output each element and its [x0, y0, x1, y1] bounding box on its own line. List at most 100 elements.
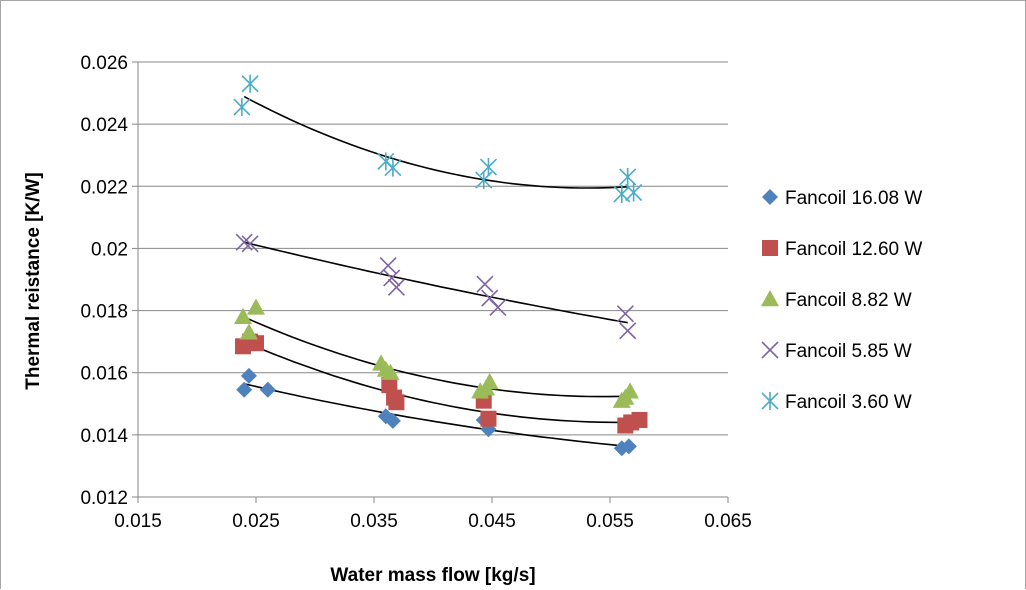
triangle-marker: [621, 382, 640, 399]
data-point-series-2: [480, 410, 497, 427]
data-point-series-1: [384, 412, 401, 429]
legend-item: Fancoil 3.60 W: [761, 392, 912, 413]
x-marker-stroke: [481, 289, 499, 307]
square-marker: [631, 411, 648, 428]
square-marker: [762, 240, 778, 256]
legend-marker: [762, 189, 778, 205]
x-tick-label: 0.025: [232, 511, 280, 532]
data-point-series-3: [239, 323, 258, 340]
data-point-series-3: [621, 382, 640, 399]
data-point-series-2: [388, 394, 405, 411]
legend-item: Fancoil 16.08 W: [762, 188, 922, 209]
data-point-series-1: [620, 438, 637, 455]
legend-marker: [761, 341, 779, 359]
legend-item: Fancoil 8.82 W: [761, 290, 912, 311]
triangle-marker: [239, 323, 258, 340]
triangle-marker: [234, 307, 253, 324]
diamond-marker: [762, 189, 778, 205]
y-tick-label: 0.016: [80, 364, 128, 385]
x-axis-title: Water mass flow [kg/s]: [330, 565, 535, 586]
data-point-series-3: [381, 363, 400, 380]
data-points: [233, 74, 648, 457]
data-point-series-3: [234, 307, 253, 324]
y-axis-title: Thermal reistance [K/W]: [23, 172, 44, 390]
legend-label: Fancoil 3.60 W: [785, 392, 912, 413]
legend-item: Fancoil 12.60 W: [762, 239, 922, 260]
legend-label: Fancoil 5.85 W: [785, 341, 912, 362]
x-marker-stroke: [379, 256, 397, 275]
trendline-series-5: [243, 95, 628, 189]
data-point-series-1: [236, 381, 253, 398]
legend: Fancoil 16.08 W Fancoil 12.60 W Fancoil 8.…: [761, 188, 922, 413]
x-marker-stroke: [241, 235, 259, 253]
legend-marker: [762, 240, 778, 256]
diamond-marker: [384, 412, 401, 429]
triangle-marker: [480, 373, 499, 390]
legend-label: Fancoil 16.08 W: [785, 188, 922, 209]
x-marker-stroke: [383, 269, 401, 287]
data-point-series-4: [616, 305, 634, 323]
axes: [132, 61, 729, 503]
trendline-series-4: [244, 241, 628, 324]
data-point-series-4: [489, 298, 507, 317]
diamond-marker: [620, 438, 637, 455]
y-tick-label: 0.012: [80, 488, 128, 509]
data-point-series-4: [387, 278, 405, 296]
x-marker-stroke: [761, 341, 779, 359]
y-tick-label: 0.02: [91, 239, 128, 260]
x-tick-label: 0.015: [114, 511, 162, 532]
data-point-series-4: [379, 256, 397, 275]
x-tick-label: 0.065: [704, 511, 752, 532]
data-point-series-5: [479, 158, 498, 177]
y-tick-label: 0.024: [80, 115, 128, 136]
square-marker: [381, 377, 398, 394]
tick-labels: 0.012 0.014 0.016 0.018 0.02 0.022 0.024 0.026 0…: [80, 53, 751, 532]
data-point-series-1: [259, 381, 276, 398]
trendline-series-1: [244, 383, 628, 448]
square-marker: [480, 410, 497, 427]
data-point-series-5: [625, 183, 643, 202]
legend-item: Fancoil 5.85 W: [761, 341, 912, 362]
legend-label: Fancoil 12.60 W: [785, 239, 922, 260]
y-tick-label: 0.018: [80, 302, 128, 323]
x-tick-label: 0.045: [468, 511, 516, 532]
x-tick-label: 0.035: [350, 511, 398, 532]
data-point-series-5: [241, 74, 259, 93]
x-marker-stroke: [489, 298, 507, 317]
data-point-series-4: [476, 275, 494, 293]
x-marker-stroke: [387, 278, 405, 296]
data-point-series-5: [613, 185, 631, 204]
data-point-series-4: [241, 235, 259, 253]
data-point-series-3: [480, 373, 499, 390]
data-point-series-5: [233, 98, 251, 117]
data-point-series-2: [631, 411, 648, 428]
y-tick-label: 0.022: [80, 177, 128, 198]
x-marker-stroke: [619, 322, 637, 340]
triangle-marker: [381, 363, 400, 380]
legend-marker: [761, 290, 779, 307]
data-point-series-2: [381, 377, 398, 394]
legend-marker: [761, 392, 779, 410]
data-point-series-1: [240, 367, 257, 384]
x-marker-stroke: [235, 233, 253, 251]
data-point-series-4: [619, 322, 637, 340]
diamond-marker: [236, 381, 253, 398]
diamond-marker: [240, 367, 257, 384]
x-marker-stroke: [476, 275, 494, 293]
x-tick-label: 0.055: [586, 511, 634, 532]
triangle-marker: [761, 290, 779, 307]
legend-label: Fancoil 8.82 W: [785, 290, 912, 311]
square-marker: [388, 394, 405, 411]
data-point-series-4: [235, 233, 253, 251]
trendline-series-2: [243, 341, 640, 424]
x-marker-stroke: [616, 305, 634, 323]
diamond-marker: [259, 381, 276, 398]
data-point-series-5: [384, 158, 402, 177]
y-tick-label: 0.014: [80, 426, 128, 447]
data-point-series-5: [619, 167, 637, 186]
trendlines: [243, 95, 640, 448]
data-point-series-4: [383, 269, 401, 287]
trendline-series-3: [243, 316, 628, 398]
